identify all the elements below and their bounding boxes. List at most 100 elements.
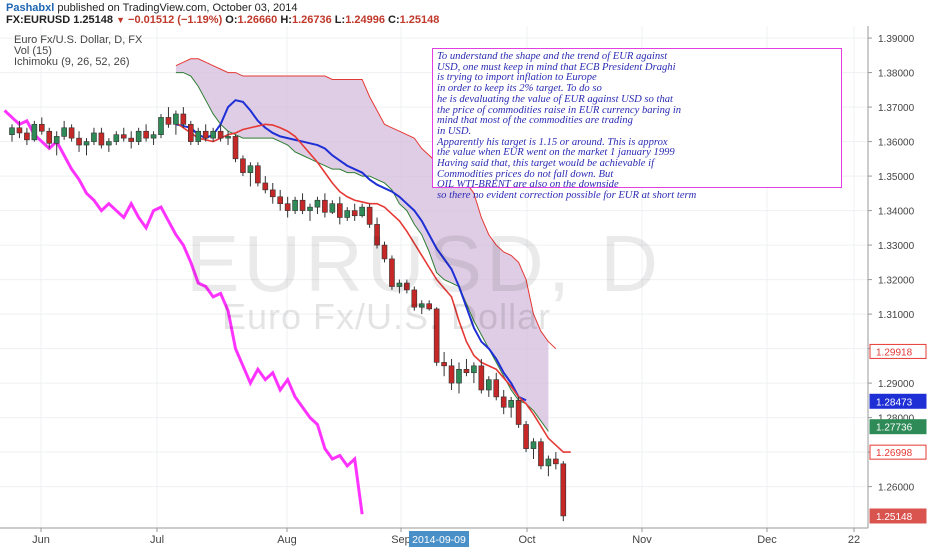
candle-body[interactable] bbox=[359, 206, 365, 217]
candle-body[interactable] bbox=[143, 130, 149, 139]
volume-legend[interactable]: Vol (15) bbox=[14, 45, 52, 57]
candle-body[interactable] bbox=[381, 244, 388, 260]
annotation-box[interactable]: To understand the shape and the trend of… bbox=[432, 48, 842, 201]
time-tick-label: Aug bbox=[277, 534, 297, 546]
author-link[interactable]: Pashabxl bbox=[6, 2, 55, 14]
candle-body[interactable] bbox=[158, 117, 164, 135]
candle-body[interactable] bbox=[538, 441, 544, 467]
candle-body[interactable] bbox=[247, 165, 254, 173]
candle-body[interactable] bbox=[515, 400, 522, 425]
candle-body[interactable] bbox=[135, 130, 142, 142]
price-label: 1.28473 bbox=[876, 397, 913, 408]
candle-body[interactable] bbox=[329, 203, 336, 213]
candle-body[interactable] bbox=[344, 210, 351, 218]
candle-body[interactable] bbox=[106, 141, 112, 146]
candle-body[interactable] bbox=[448, 365, 455, 384]
candle-body[interactable] bbox=[113, 134, 120, 142]
candle-body[interactable] bbox=[31, 124, 38, 141]
candle-body[interactable] bbox=[523, 424, 529, 449]
candle-body[interactable] bbox=[299, 199, 306, 211]
candle-body[interactable] bbox=[441, 362, 447, 367]
kijun-sen-line bbox=[175, 99, 527, 402]
time-tick-label: Oct bbox=[518, 534, 535, 546]
candle-body[interactable] bbox=[9, 127, 15, 135]
publish-info: published on TradingView.com, October 03… bbox=[57, 2, 298, 14]
candle-body[interactable] bbox=[217, 130, 224, 139]
candle-body[interactable] bbox=[456, 368, 462, 384]
candle-body[interactable] bbox=[173, 113, 179, 125]
tenkan-sen-line bbox=[175, 121, 571, 453]
candle-body[interactable] bbox=[202, 130, 209, 139]
candle-body[interactable] bbox=[418, 303, 425, 308]
series-legend[interactable]: Euro Fx/U.S. Dollar, D, FX bbox=[14, 34, 143, 46]
candle-body[interactable] bbox=[120, 134, 127, 139]
senkou-span-a-line bbox=[175, 58, 557, 349]
candle-body[interactable] bbox=[232, 136, 239, 160]
time-axis[interactable]: Jun Jul Aug Sep Oct Nov Dec 22 2014-09-09 bbox=[0, 527, 868, 547]
annotation-line: mind that most of the commodities are tr… bbox=[437, 115, 633, 127]
candle-body[interactable] bbox=[530, 441, 537, 449]
candle-body[interactable] bbox=[500, 396, 507, 408]
candle-body[interactable] bbox=[16, 127, 23, 134]
price-tick-label: 1.38000 bbox=[878, 69, 915, 80]
candle-body[interactable] bbox=[336, 203, 343, 218]
candle-body[interactable] bbox=[83, 141, 90, 146]
candle-body[interactable] bbox=[255, 165, 261, 184]
time-tick-label: Nov bbox=[632, 534, 652, 546]
candle-body[interactable] bbox=[463, 368, 470, 374]
candle-body[interactable] bbox=[53, 136, 60, 144]
candle-body[interactable] bbox=[411, 289, 418, 308]
candle-body[interactable] bbox=[351, 210, 358, 217]
candle-body[interactable] bbox=[76, 137, 82, 146]
candle-body[interactable] bbox=[314, 199, 321, 208]
candle-body[interactable] bbox=[180, 113, 187, 125]
candle-body[interactable] bbox=[553, 458, 559, 465]
candle-body[interactable] bbox=[322, 199, 328, 213]
candle-body[interactable] bbox=[284, 203, 291, 211]
candle-body[interactable] bbox=[38, 124, 45, 132]
candle-body[interactable] bbox=[91, 132, 97, 142]
candle-body[interactable] bbox=[165, 117, 172, 125]
candle-body[interactable] bbox=[46, 130, 53, 144]
candle-body[interactable] bbox=[478, 365, 485, 391]
candle-body[interactable] bbox=[225, 136, 231, 139]
candle-body[interactable] bbox=[426, 303, 433, 310]
candle-body[interactable] bbox=[128, 137, 134, 142]
candle-body[interactable] bbox=[389, 258, 395, 287]
candle-body[interactable] bbox=[485, 379, 492, 391]
candle-body[interactable] bbox=[24, 132, 30, 141]
candle-body[interactable] bbox=[307, 206, 313, 211]
candle-body[interactable] bbox=[404, 282, 410, 291]
ichimoku-legend[interactable]: Ichimoku (9, 26, 52, 26) bbox=[14, 56, 130, 68]
candle-body[interactable] bbox=[545, 458, 552, 467]
candle-body[interactable] bbox=[240, 158, 246, 173]
price-label-box bbox=[869, 444, 927, 460]
time-tick-label: Jun bbox=[32, 534, 50, 546]
candle-body[interactable] bbox=[433, 308, 440, 363]
candle-body[interactable] bbox=[277, 196, 284, 204]
candle-body[interactable] bbox=[560, 463, 567, 517]
candle-body[interactable] bbox=[98, 132, 105, 146]
candle-body[interactable] bbox=[396, 282, 403, 287]
candle-body[interactable] bbox=[61, 127, 67, 137]
symbol-label[interactable]: FX:EURUSD bbox=[6, 14, 71, 26]
candle-body[interactable] bbox=[366, 206, 373, 225]
annotation-line: in USD. bbox=[437, 125, 472, 137]
candle-body[interactable] bbox=[150, 134, 157, 139]
candle-body[interactable] bbox=[195, 130, 202, 142]
candle-body[interactable] bbox=[508, 400, 514, 408]
annotation-line: he is devaluating the value of EUR again… bbox=[437, 93, 673, 105]
candle-body[interactable] bbox=[210, 130, 216, 139]
price-label: 1.25148 bbox=[876, 512, 913, 523]
candle-body[interactable] bbox=[292, 199, 298, 211]
candle-body[interactable] bbox=[262, 182, 269, 191]
candle-body[interactable] bbox=[471, 365, 477, 374]
candlestick-series[interactable] bbox=[9, 107, 567, 522]
candle-body[interactable] bbox=[269, 189, 276, 198]
candle-body[interactable] bbox=[374, 224, 380, 246]
candle-body[interactable] bbox=[493, 379, 500, 398]
candle-body[interactable] bbox=[188, 124, 194, 142]
price-axis[interactable]: 1.260001.270001.280001.290001.300001.310… bbox=[867, 26, 932, 528]
candle-body[interactable] bbox=[68, 127, 75, 139]
annotation-line: To understand the shape and the trend of… bbox=[437, 51, 668, 62]
